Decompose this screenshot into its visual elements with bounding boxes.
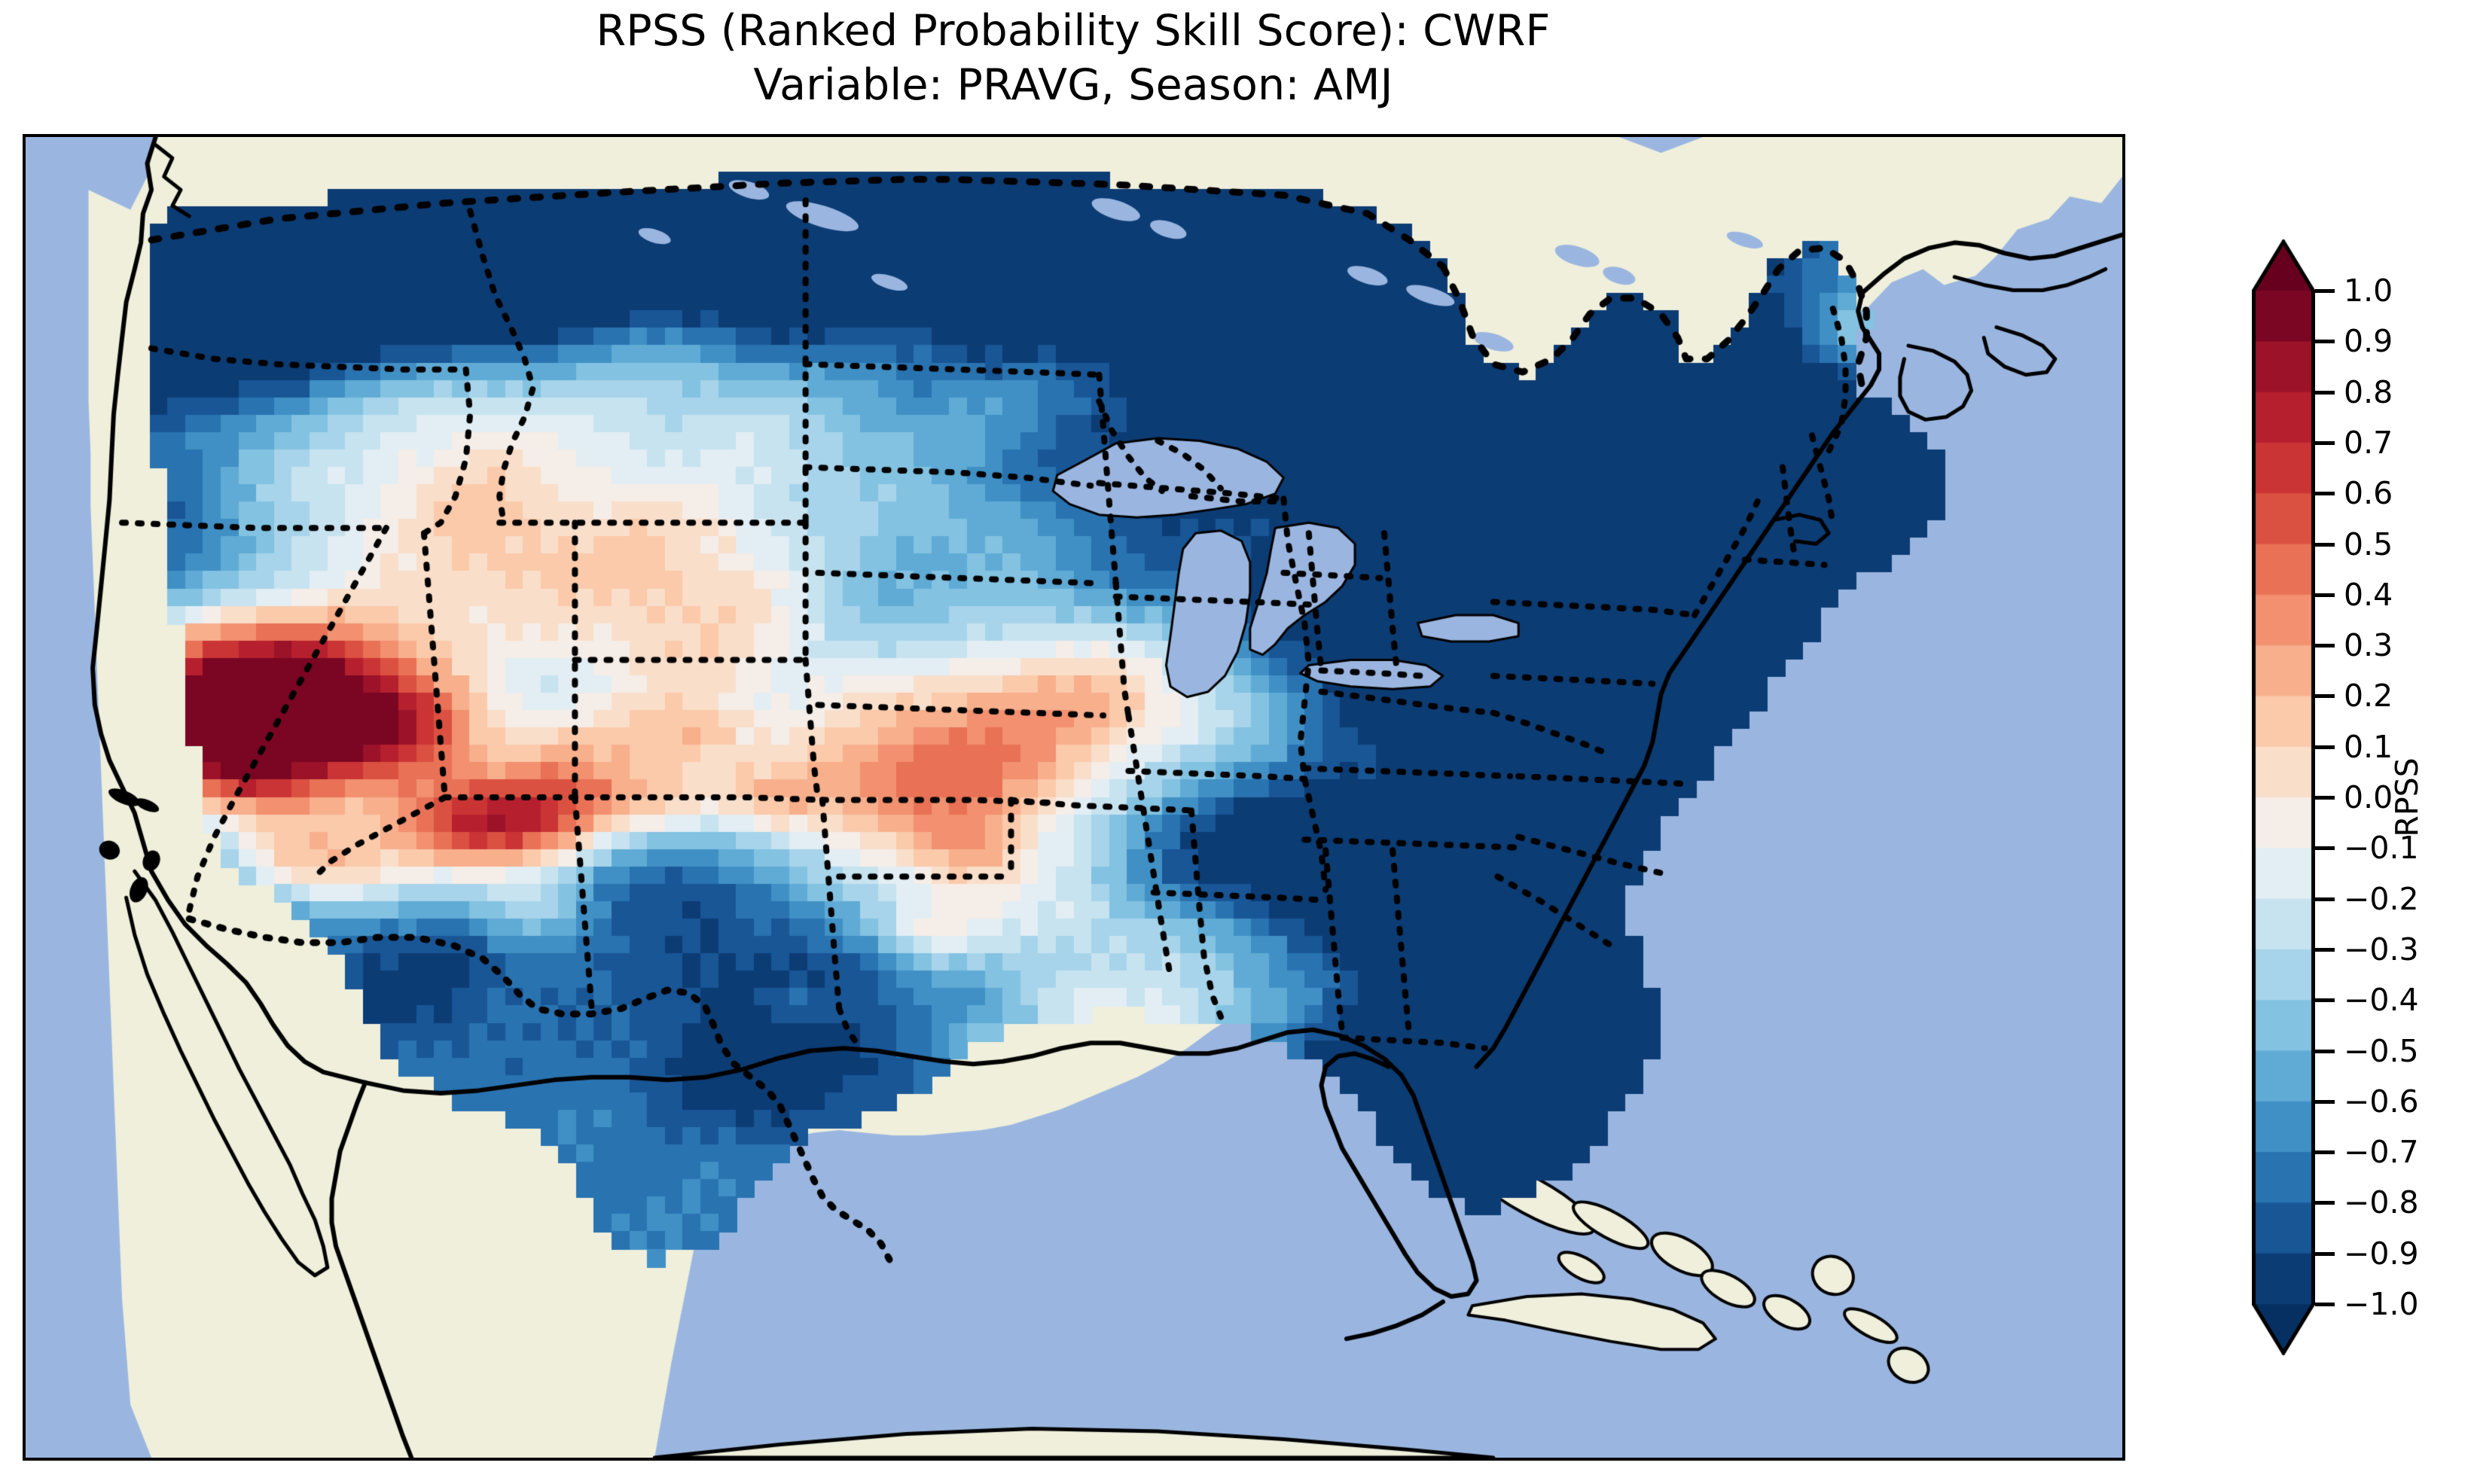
colorbar-tick-mark — [2315, 289, 2335, 293]
colorbar-tick-label: −0.4 — [2344, 982, 2419, 1019]
colorbar-tick-label: 1.0 — [2344, 273, 2393, 309]
colorbar-tick-label: −0.9 — [2344, 1235, 2419, 1272]
colorbar-tick-label: 0.4 — [2344, 576, 2393, 613]
colorbar-axis-label: RPSS — [2389, 757, 2425, 837]
title-line-1: RPSS (Ranked Probability Skill Score): C… — [596, 6, 1551, 56]
colorbar-tick-mark — [2315, 1251, 2335, 1256]
colorbar-tick-mark — [2315, 542, 2335, 547]
colorbar-tick-label: 0.9 — [2344, 323, 2393, 360]
colorbar-gradient — [2252, 239, 2315, 1355]
colorbar-tick-mark — [2315, 340, 2335, 344]
colorbar-tick-mark — [2315, 1150, 2335, 1155]
colorbar-tick-label: −0.5 — [2344, 1032, 2419, 1069]
colorbar-tick-label: −0.7 — [2344, 1134, 2419, 1171]
rpss-heatmap-canvas — [26, 137, 2122, 1458]
colorbar-tick-group: 1.0 0.9 0.8 0.7 0.6 0.5 0.4 0.3 0.2 0.1 0.0 −0.1 −0.… — [2315, 239, 2466, 1355]
colorbar-tick-label: 0.3 — [2344, 627, 2393, 664]
colorbar-tick-label: 0.7 — [2344, 424, 2393, 461]
colorbar-tick-mark — [2315, 897, 2335, 901]
colorbar: 1.0 0.9 0.8 0.7 0.6 0.5 0.4 0.3 0.2 0.1 0.0 −0.1 −0.… — [2252, 239, 2419, 1355]
colorbar-tick-label: 0.5 — [2344, 526, 2393, 562]
colorbar-tick-mark — [2315, 947, 2335, 952]
colorbar-tick-label: 0.6 — [2344, 475, 2393, 512]
colorbar-tick-mark — [2315, 440, 2335, 445]
colorbar-tick-label: 0.2 — [2344, 678, 2393, 715]
colorbar-tick-label: 0.0 — [2344, 779, 2393, 815]
colorbar-tick-mark — [2315, 1049, 2335, 1053]
colorbar-tick-label: −1.0 — [2344, 1286, 2419, 1322]
colorbar-tick-mark — [2315, 1303, 2335, 1306]
map-axes — [23, 134, 2125, 1461]
colorbar-tick-mark — [2315, 390, 2335, 395]
colorbar-tick-label: 0.8 — [2344, 373, 2393, 410]
colorbar-tick-mark — [2315, 796, 2335, 800]
colorbar-tick-label: −0.6 — [2344, 1083, 2419, 1120]
colorbar-tick-label: −0.8 — [2344, 1184, 2419, 1221]
colorbar-tick-mark — [2315, 1201, 2335, 1205]
colorbar-tick-mark — [2315, 694, 2335, 699]
colorbar-tick-mark — [2315, 1099, 2335, 1104]
colorbar-tick-label: −0.1 — [2344, 830, 2419, 867]
colorbar-tick-mark — [2315, 998, 2335, 1003]
figure-title: RPSS (Ranked Probability Skill Score): C… — [0, 5, 2146, 113]
colorbar-tick-mark — [2315, 593, 2335, 597]
title-line-2: Variable: PRAVG, Season: AMJ — [753, 59, 1393, 110]
colorbar-tick-label: −0.2 — [2344, 880, 2419, 917]
colorbar-tick-mark — [2315, 492, 2335, 496]
colorbar-tick-label: −0.3 — [2344, 931, 2419, 967]
colorbar-tick-mark — [2315, 846, 2335, 851]
colorbar-tick-label: 0.1 — [2344, 728, 2393, 765]
colorbar-tick-mark — [2315, 644, 2335, 648]
colorbar-tick-mark — [2315, 745, 2335, 749]
